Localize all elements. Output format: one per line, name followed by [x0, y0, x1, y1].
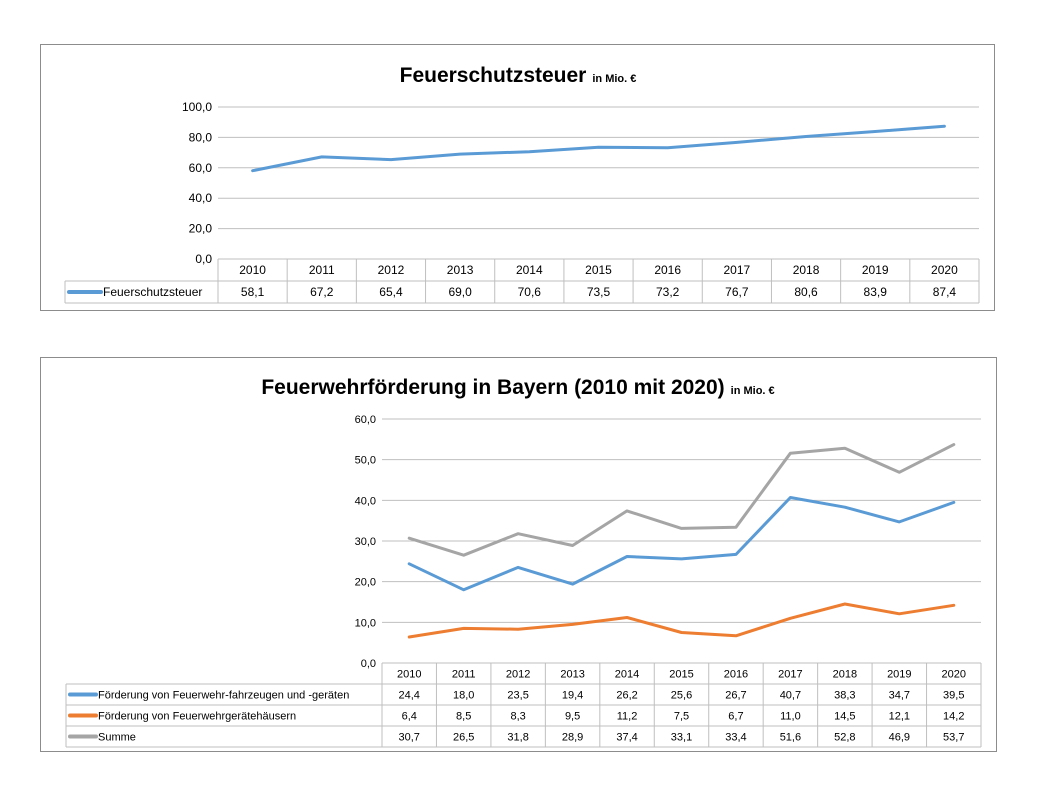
fst-data-label: 65,4 — [379, 285, 403, 299]
fwf-y-tick-label: 20,0 — [355, 577, 376, 589]
fwf-x-category-label: 2019 — [887, 669, 911, 681]
fst-data-label: 67,2 — [310, 285, 334, 299]
fst-title-main: Feuerschutzsteuer — [400, 64, 587, 87]
fwf-x-category-label: 2016 — [724, 669, 748, 681]
fwf-y-tick-label: 40,0 — [355, 495, 376, 507]
fwf-data-label: 12,1 — [889, 711, 910, 723]
fst-x-category-label: 2017 — [724, 263, 751, 277]
feuerschutzsteuer-chart-panel: Feuerschutzsteuer in Mio. € 0,0 20,0 40,0 60,… — [40, 44, 995, 311]
fst-x-category-label: 2019 — [862, 263, 889, 277]
fwf-data-label: 26,2 — [616, 690, 637, 702]
fst-data-label: 76,7 — [725, 285, 749, 299]
fwf-data-label: 7,5 — [674, 711, 689, 723]
fwf-data-label: 24,4 — [399, 690, 420, 702]
fwf-data-label: 37,4 — [616, 732, 637, 744]
fst-x-category-label: 2018 — [793, 263, 820, 277]
fwf-y-tick-label: 50,0 — [355, 455, 376, 467]
fst-data-label: 87,4 — [933, 285, 957, 299]
fst-y-tick-label: 100,0 — [182, 100, 212, 114]
fwf-data-label: 6,7 — [728, 711, 743, 723]
fwf-data-label: 11,0 — [780, 711, 801, 723]
fwf-data-label: 8,5 — [456, 711, 471, 723]
fst-data-label: 83,9 — [864, 285, 888, 299]
fwf-data-label: 39,5 — [943, 690, 964, 702]
fwf-data-label: 9,5 — [565, 711, 580, 723]
fst-x-category-label: 2010 — [239, 263, 266, 277]
fwf-data-label: 51,6 — [780, 732, 801, 744]
fst-y-tick-label: 80,0 — [189, 130, 213, 144]
fwf-x-category-label: 2010 — [397, 669, 421, 681]
feuerwehrfoerderung-chart: Feuerwehrförderung in Bayern (2010 mit 2… — [65, 376, 982, 748]
fwf-data-label: 40,7 — [780, 690, 801, 702]
fwf-data-label: 23,5 — [507, 690, 528, 702]
fwf-title-main: Feuerwehrförderung in Bayern (2010 mit 2… — [261, 376, 724, 399]
fst-x-category-label: 2011 — [309, 263, 335, 277]
fst-y-tick-label: 0,0 — [195, 252, 212, 266]
fst-data-label: 58,1 — [241, 285, 265, 299]
fwf-data-label: 19,4 — [562, 690, 583, 702]
fwf-legend-label: Summe — [98, 732, 136, 744]
fwf-series-line — [407, 602, 956, 639]
fwf-data-label: 26,7 — [725, 690, 746, 702]
fst-x-category-label: 2013 — [447, 263, 474, 277]
fwf-y-tick-label: 10,0 — [355, 617, 376, 629]
fwf-data-label: 31,8 — [507, 732, 528, 744]
fwf-y-tick-label: 60,0 — [355, 414, 376, 426]
fst-y-tick-label: 20,0 — [189, 222, 213, 236]
fst-series-line — [251, 124, 946, 173]
fwf-data-label: 53,7 — [943, 732, 964, 744]
fwf-data-label: 33,1 — [671, 732, 692, 744]
fwf-legend-label: Förderung von Feuerwehr-fahrzeugen und -… — [98, 690, 349, 702]
fst-legend-label: Feuerschutzsteuer — [103, 285, 202, 299]
fst-x-category-label: 2016 — [654, 263, 681, 277]
fst-x-category-label: 2015 — [585, 263, 612, 277]
fst-title-unit: in Mio. € — [592, 73, 636, 85]
feuerschutzsteuer-chart: Feuerschutzsteuer in Mio. € 0,0 20,0 40,0 60,… — [64, 64, 980, 304]
fwf-data-label: 30,7 — [399, 732, 420, 744]
fst-title: Feuerschutzsteuer in Mio. € — [400, 64, 637, 87]
fwf-data-label: 14,2 — [943, 711, 964, 723]
fwf-x-category-label: 2017 — [778, 669, 802, 681]
fwf-data-label: 25,6 — [671, 690, 692, 702]
fst-data-label: 69,0 — [448, 285, 472, 299]
fwf-y-tick-label: 0,0 — [361, 658, 376, 670]
fwf-x-category-label: 2015 — [669, 669, 693, 681]
fwf-legend-label: Förderung von Feuerwehrgerätehäusern — [98, 711, 296, 723]
fwf-data-label: 11,2 — [617, 711, 638, 723]
fwf-data-label: 28,9 — [562, 732, 583, 744]
fwf-data-label: 33,4 — [725, 732, 746, 744]
fwf-data-label: 14,5 — [834, 711, 855, 723]
fwf-x-category-label: 2014 — [615, 669, 639, 681]
fwf-data-label: 26,5 — [453, 732, 474, 744]
fwf-data-label: 8,3 — [510, 711, 525, 723]
fwf-data-label: 34,7 — [889, 690, 910, 702]
fst-x-category-label: 2014 — [516, 263, 543, 277]
fwf-data-label: 6,4 — [402, 711, 417, 723]
fwf-data-label: 52,8 — [834, 732, 855, 744]
fwf-x-category-label: 2012 — [506, 669, 530, 681]
fwf-series-line — [407, 443, 956, 557]
fwf-data-label: 18,0 — [453, 690, 474, 702]
fst-data-label: 70,6 — [518, 285, 542, 299]
fwf-x-category-label: 2011 — [452, 669, 476, 681]
fwf-x-category-label: 2013 — [560, 669, 584, 681]
fwf-series-line — [407, 496, 956, 592]
fwf-title: Feuerwehrförderung in Bayern (2010 mit 2… — [261, 376, 774, 399]
fst-data-label: 80,6 — [794, 285, 818, 299]
fst-x-category-label: 2020 — [931, 263, 958, 277]
fwf-data-label: 38,3 — [834, 690, 855, 702]
fst-data-label: 73,2 — [656, 285, 680, 299]
fst-x-category-label: 2012 — [378, 263, 405, 277]
feuerwehrfoerderung-chart-panel: Feuerwehrförderung in Bayern (2010 mit 2… — [40, 357, 997, 752]
fwf-data-label: 46,9 — [889, 732, 910, 744]
fst-y-tick-label: 60,0 — [189, 161, 213, 175]
fwf-title-unit: in Mio. € — [731, 385, 775, 397]
fst-data-label: 73,5 — [587, 285, 611, 299]
fst-y-tick-label: 40,0 — [189, 191, 213, 205]
fwf-y-tick-label: 30,0 — [355, 536, 376, 548]
fwf-x-category-label: 2018 — [833, 669, 857, 681]
fwf-x-category-label: 2020 — [942, 669, 966, 681]
